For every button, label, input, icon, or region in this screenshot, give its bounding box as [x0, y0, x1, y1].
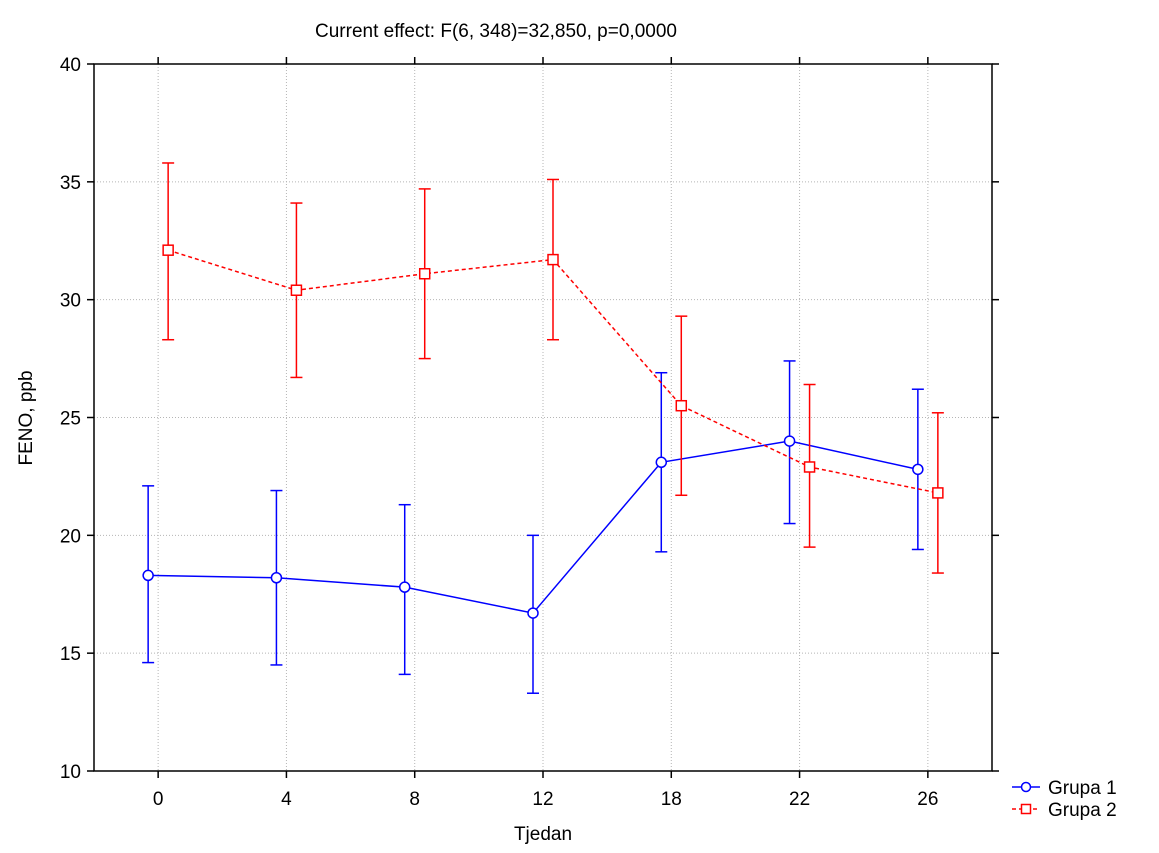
data-point-2-4 — [290, 284, 303, 296]
grid-lines — [94, 64, 992, 771]
y-tick-label-30: 30 — [60, 291, 81, 312]
x-tick-label-26: 26 — [917, 789, 938, 810]
series-2 — [162, 162, 944, 574]
data-point-2-12 — [547, 253, 559, 266]
data-point-2-8 — [418, 267, 431, 280]
legend-item-1: Grupa 1 — [1012, 778, 1117, 799]
y-tick-label-40: 40 — [60, 55, 81, 76]
data-point-2-0 — [162, 244, 174, 256]
data-point-1-22 — [783, 435, 796, 447]
y-tick-label-15: 15 — [60, 644, 81, 665]
x-tick-label-4: 4 — [281, 789, 292, 810]
data-point-1-18 — [655, 456, 668, 469]
data-point-2-22 — [803, 461, 816, 473]
data-point-1-8 — [398, 581, 411, 593]
x-tick-label-18: 18 — [661, 789, 682, 810]
x-axis-title: Tjedan — [514, 824, 572, 845]
legend-item-2: Grupa 2 — [1012, 800, 1117, 821]
y-axis: 10 15 20 25 30 35 40 — [60, 55, 999, 783]
data-point-1-0 — [142, 569, 154, 582]
x-axis: 0 4 8 12 18 22 26 — [153, 57, 938, 810]
y-tick-label-10: 10 — [60, 762, 81, 783]
data-point-1-12 — [527, 607, 539, 619]
y-axis-title: FENO, ppb — [16, 370, 37, 465]
x-tick-label-12: 12 — [532, 789, 553, 810]
series-1 — [142, 360, 924, 694]
x-tick-label-8: 8 — [409, 789, 420, 810]
series-layer — [142, 162, 944, 694]
legend-label-1: Grupa 1 — [1048, 778, 1117, 799]
legend-swatch-marker — [1020, 803, 1032, 815]
legend-label-2: Grupa 2 — [1048, 800, 1117, 821]
data-point-1-4 — [270, 572, 283, 584]
y-tick-label-35: 35 — [60, 173, 81, 194]
chart-title: Current effect: F(6, 348)=32,850, p=0,00… — [315, 21, 677, 42]
data-point-2-26 — [932, 487, 944, 499]
x-tick-label-0: 0 — [153, 789, 164, 810]
legend-swatch-marker — [1020, 781, 1032, 793]
x-tick-label-22: 22 — [789, 789, 810, 810]
y-tick-label-20: 20 — [60, 526, 81, 547]
data-point-2-18 — [675, 399, 688, 412]
y-tick-label-25: 25 — [60, 409, 81, 430]
data-point-1-26 — [912, 463, 924, 476]
